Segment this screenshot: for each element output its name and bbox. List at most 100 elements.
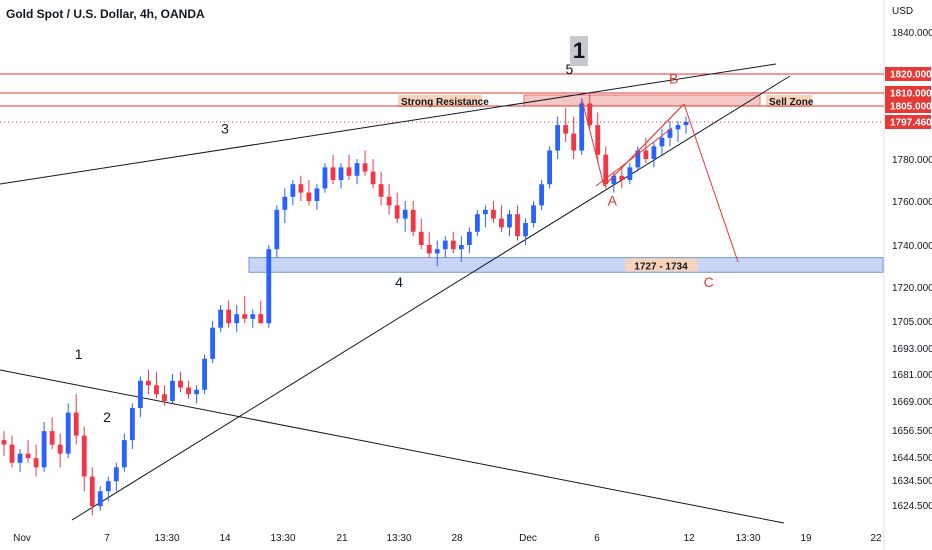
candle-45 xyxy=(362,150,368,176)
big-wave-label: 1 xyxy=(573,38,585,63)
candle-body xyxy=(178,380,183,388)
candle-13 xyxy=(105,476,111,502)
candle-51 xyxy=(410,201,416,237)
candle-21 xyxy=(170,374,175,404)
price-badge-label-1: 1810.000 xyxy=(890,89,932,100)
candle-body xyxy=(89,476,95,507)
candle-61 xyxy=(491,201,496,223)
candle-body xyxy=(210,327,216,359)
candle-body xyxy=(434,249,440,254)
candle-body xyxy=(643,150,649,159)
time-tick-2: 13:30 xyxy=(154,533,179,544)
candle-body xyxy=(563,125,569,134)
candle-78 xyxy=(627,163,633,185)
candle-body xyxy=(338,167,344,180)
candle-57 xyxy=(458,236,464,262)
candle-body xyxy=(450,240,456,250)
candle-15 xyxy=(121,433,127,472)
candle-body xyxy=(17,453,23,463)
big-wave-badge xyxy=(570,36,588,66)
projection-layer xyxy=(581,99,739,263)
candle-body xyxy=(595,125,601,155)
time-tick-4: 13:30 xyxy=(270,533,295,544)
wave-label-4: 4 xyxy=(395,274,403,290)
candle-44 xyxy=(354,159,360,185)
candle-body xyxy=(322,167,328,189)
time-axis[interactable]: Nov 7 13:30 14 13:30 21 13:30 28 Dec 6 12 13:30 19 22 xyxy=(13,533,882,544)
candle-48 xyxy=(386,184,392,215)
candle-body xyxy=(386,196,392,206)
candle-body xyxy=(539,184,544,206)
price-tick-1: 1780.000 xyxy=(892,155,932,166)
candle-65 xyxy=(523,218,528,245)
candle-body xyxy=(611,175,617,185)
candle-body xyxy=(587,103,593,126)
candle-body xyxy=(346,167,352,176)
candle-35 xyxy=(282,188,288,223)
candle-55 xyxy=(442,236,448,258)
price-badge-2 xyxy=(885,99,931,113)
candle-body xyxy=(57,444,63,454)
candle-62 xyxy=(499,205,504,232)
candle-body xyxy=(242,314,248,319)
candle-body xyxy=(218,309,224,328)
candle-6 xyxy=(49,417,55,450)
candle-body xyxy=(523,223,528,237)
candle-59 xyxy=(474,209,480,237)
candle-body xyxy=(418,231,424,245)
candle-body xyxy=(226,309,232,324)
candle-body xyxy=(274,209,280,250)
candle-body xyxy=(499,218,504,228)
time-tick-7: 28 xyxy=(451,533,463,544)
candle-81 xyxy=(651,142,657,168)
candle-body xyxy=(491,209,496,219)
channel-lower xyxy=(595,127,673,187)
trendline-1 xyxy=(0,369,785,524)
candle-body xyxy=(507,214,512,228)
candle-9 xyxy=(73,394,79,445)
wave-label-1: 1 xyxy=(75,346,83,362)
price-axis[interactable]: 1840.000 1780.000 1760.000 1740.000 1720.000… xyxy=(892,28,932,512)
candle-77 xyxy=(619,167,625,189)
candle-34 xyxy=(274,205,280,258)
candle-47 xyxy=(378,171,384,206)
candle-2 xyxy=(17,449,23,472)
candle-56 xyxy=(450,231,456,254)
candle-30 xyxy=(242,296,248,324)
candle-body xyxy=(282,196,288,210)
candle-body xyxy=(659,137,665,147)
price-tick-10: 1644.500 xyxy=(892,453,932,464)
candle-79 xyxy=(635,146,641,172)
candle-body xyxy=(370,171,376,185)
candle-8 xyxy=(65,403,71,459)
candle-body xyxy=(515,214,520,237)
price-tick-8: 1669.000 xyxy=(892,397,932,408)
candle-body xyxy=(555,125,561,151)
price-badge-3 xyxy=(885,115,931,129)
candle-body xyxy=(1,440,7,445)
candle-body xyxy=(146,380,151,386)
candle-18 xyxy=(146,369,151,395)
candle-16 xyxy=(129,403,135,450)
candle-body xyxy=(547,150,552,185)
candle-4 xyxy=(33,444,39,477)
candle-body xyxy=(154,385,159,395)
candle-69 xyxy=(555,116,561,159)
trendlines-layer xyxy=(0,63,791,524)
candle-body xyxy=(635,150,641,168)
currency-label: USD xyxy=(892,6,913,17)
support-zone xyxy=(248,257,884,273)
wave-label-C: C xyxy=(704,274,714,290)
candle-body xyxy=(667,129,673,138)
candle-body xyxy=(426,245,432,254)
candle-body xyxy=(81,435,87,477)
wave-label-5: 5 xyxy=(566,61,574,77)
candle-body xyxy=(234,314,240,324)
candle-body xyxy=(483,209,488,215)
candle-74 xyxy=(595,112,601,164)
candle-body xyxy=(314,188,320,201)
candle-25 xyxy=(202,354,207,395)
horizontal-lines-layer xyxy=(0,73,884,123)
trendline-0 xyxy=(0,63,777,185)
